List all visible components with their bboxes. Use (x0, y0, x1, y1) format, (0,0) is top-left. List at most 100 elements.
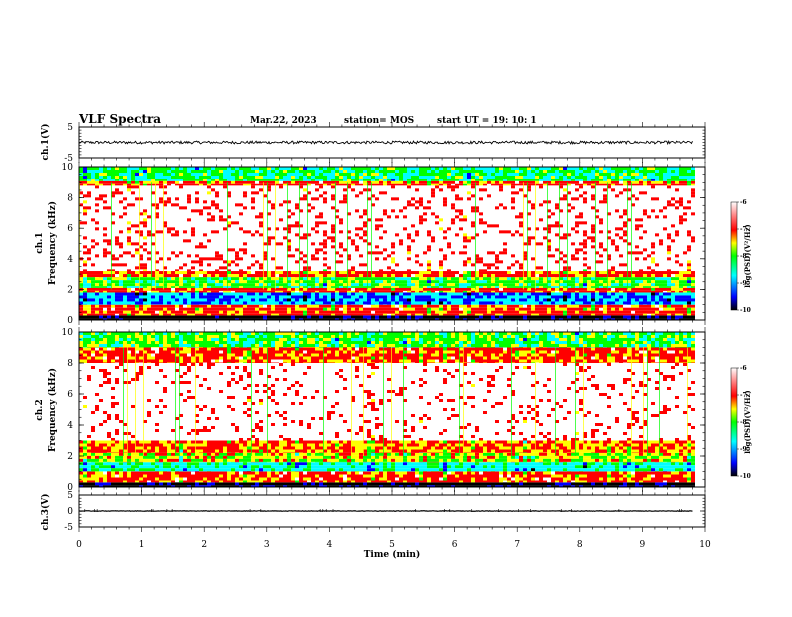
spectrogram-cell (451, 280, 455, 283)
spectrogram-cell (655, 280, 659, 283)
spectrogram-cell (599, 170, 603, 173)
spectrogram-cell (503, 176, 507, 179)
spectrogram-cell (415, 295, 419, 298)
spectrogram-cell (311, 176, 315, 179)
spectrogram-cell (487, 170, 491, 173)
spectrogram-cell (635, 176, 639, 179)
spectrogram-cell (491, 263, 495, 266)
spectrogram-cell (143, 212, 147, 215)
spectrogram-cell (159, 292, 163, 295)
spectrogram-cell (295, 305, 299, 308)
spectrogram-cell (127, 286, 131, 288)
spectrogram-cell (563, 254, 567, 257)
spectrogram-cell (403, 173, 407, 176)
spectrogram-cell (367, 301, 371, 304)
spectrogram-cell (179, 170, 183, 173)
spectrogram-cell (275, 179, 279, 181)
spectrogram-cell (315, 301, 319, 304)
spectrogram-cell (463, 283, 467, 286)
spectrogram-cell (623, 184, 627, 186)
spectrogram-cell (443, 315, 447, 318)
spectrogram-cell (587, 301, 591, 304)
spectrogram-cell (511, 254, 515, 257)
spectrogram-cell (135, 298, 139, 301)
spectrogram-cell (539, 315, 543, 318)
spectrogram-cell (503, 181, 507, 184)
spectrogram-cell (183, 298, 187, 301)
spectrogram-cell (647, 311, 651, 314)
spectrogram-cell (291, 286, 295, 288)
spectrogram-cell (207, 212, 211, 215)
spectrogram-cell (611, 283, 615, 286)
spectrogram-cell (483, 291, 487, 293)
spectrogram-cell (287, 291, 291, 293)
spectrogram-cell (419, 286, 423, 288)
spectrogram-cell (599, 271, 603, 274)
spectrogram-cell (351, 181, 355, 184)
spectrogram-cell (495, 271, 499, 274)
spectrogram-cell (643, 283, 647, 286)
spectrogram-cell (227, 179, 231, 181)
spectrogram-cell (375, 176, 379, 179)
spectrogram-cell (359, 184, 363, 186)
spectrogram-cell (499, 298, 503, 301)
spectrogram-cell (295, 179, 299, 181)
spectrogram-cell (303, 194, 307, 197)
spectrogram-cell (291, 181, 295, 184)
spectrogram-cell (647, 283, 651, 286)
spectrogram-cell (107, 298, 111, 301)
spectrogram-cell (235, 308, 239, 311)
spectrogram-cell (355, 298, 359, 301)
spectrogram-cell (571, 301, 575, 304)
spectrogram-cell (223, 218, 227, 221)
spectrogram-cell (539, 218, 543, 221)
spectrogram-cell (435, 176, 439, 179)
spectrogram-cell (191, 274, 195, 277)
spectrogram-cell (219, 170, 223, 173)
spectrogram-cell (587, 236, 591, 239)
spectrogram-cell (571, 315, 575, 318)
spectrogram-cell (203, 257, 207, 260)
spectrogram-cell (171, 298, 175, 301)
spectrogram-cell (103, 194, 107, 197)
spectrogram-cell (143, 277, 147, 280)
spectrogram-cell (83, 206, 87, 209)
spectrogram-cell (95, 221, 99, 224)
spectrogram-cell (415, 181, 419, 184)
spectrogram-cell (315, 230, 319, 233)
spectrogram-cell (455, 298, 459, 301)
spectrogram-cell (503, 298, 507, 301)
spectrogram-cell (631, 292, 635, 295)
spectrogram-cell (339, 221, 343, 224)
spectrogram-cell (435, 274, 439, 277)
spectrogram-cell (223, 315, 227, 318)
spectrogram-cell (443, 197, 447, 200)
spectrogram-cell (607, 305, 611, 308)
spectrogram-cell (519, 266, 523, 269)
spectrogram-cell (607, 308, 611, 311)
spectrogram-cell (219, 179, 223, 181)
spectrogram-cell (427, 170, 431, 173)
spectrogram-cell (147, 215, 151, 218)
spectrogram-cell (247, 288, 251, 291)
spectrogram-cell (579, 271, 583, 274)
spectrogram-cell (575, 308, 579, 311)
spectrogram-cell (291, 288, 295, 291)
spectrogram-cell (563, 179, 567, 181)
spectrogram-cell (151, 315, 155, 318)
spectrogram-cell (611, 181, 615, 184)
spectrogram-cell (575, 170, 579, 173)
spectrogram-cell (239, 311, 243, 314)
spectrogram-cell (223, 280, 227, 283)
spectrogram-cell (563, 233, 567, 236)
spectrogram-cell (143, 308, 147, 311)
spectrogram-cell (83, 173, 87, 176)
spectrogram-cell (599, 283, 603, 286)
spectrogram-cell (539, 298, 543, 301)
spectrogram-cell (379, 179, 383, 181)
spectrogram-cell (331, 305, 335, 308)
spectrogram-cell (199, 271, 203, 274)
spectrogram-cell (187, 173, 191, 176)
spectrogram-cell (247, 314, 251, 316)
spectrogram-cell (507, 291, 511, 293)
